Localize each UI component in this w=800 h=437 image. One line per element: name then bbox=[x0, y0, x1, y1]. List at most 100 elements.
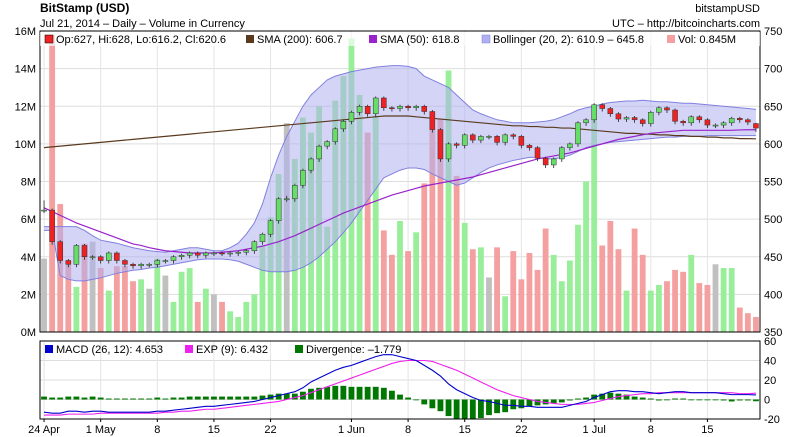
divergence-bar bbox=[494, 399, 500, 414]
volume-bar bbox=[219, 301, 225, 332]
volume-bar bbox=[364, 132, 371, 332]
divergence-bar bbox=[583, 397, 589, 400]
candle-body bbox=[381, 97, 387, 109]
divergence-bar bbox=[57, 397, 64, 400]
candle-body bbox=[510, 134, 517, 137]
volume-bar bbox=[639, 254, 646, 332]
candle-body bbox=[631, 117, 638, 121]
candle-body bbox=[106, 252, 112, 261]
candle-body bbox=[494, 136, 500, 143]
divergence-bar bbox=[243, 396, 250, 400]
x-axis-label: 24 Apr bbox=[28, 424, 60, 436]
ohlc-legend-swatch bbox=[44, 34, 54, 44]
exp-line bbox=[44, 359, 756, 416]
chart-subtitle: Jul 21, 2014 – Daily – Volume in Currenc… bbox=[40, 18, 245, 30]
volume-bar bbox=[720, 268, 727, 332]
candle-body bbox=[122, 260, 128, 265]
candle-body bbox=[162, 260, 169, 262]
volume-bar bbox=[575, 224, 581, 332]
macd-axis-label: 20 bbox=[764, 375, 776, 387]
macd-axis-label: 40 bbox=[764, 356, 776, 368]
x-axis-label: 22 bbox=[264, 424, 276, 436]
candle-body bbox=[559, 147, 565, 160]
x-axis-label: 8 bbox=[648, 424, 654, 436]
divergence-bar bbox=[753, 399, 759, 402]
volume-bar bbox=[566, 260, 573, 332]
volume-bar bbox=[243, 301, 250, 332]
candle-body bbox=[550, 158, 557, 166]
candle-body bbox=[203, 252, 209, 256]
price-legend: Op:627, Hi:628, Lo:616.2, Cl:620.6 SMA (… bbox=[40, 32, 760, 46]
volume-axis-label: 4M bbox=[21, 252, 36, 264]
candle-body bbox=[49, 209, 55, 242]
volume-bar bbox=[380, 230, 387, 332]
volume-bar bbox=[178, 271, 185, 332]
volume-bar bbox=[202, 288, 209, 332]
candle-body bbox=[672, 109, 678, 122]
divergence-bar bbox=[388, 390, 395, 400]
candle-body bbox=[591, 104, 597, 121]
divergence-bar bbox=[397, 394, 403, 400]
divergence-bar bbox=[275, 393, 282, 400]
candle-body bbox=[308, 158, 314, 171]
candle-body bbox=[130, 264, 136, 267]
candle-body bbox=[704, 119, 711, 126]
volume-bar bbox=[421, 183, 428, 332]
candle-body bbox=[688, 116, 694, 124]
macd-legend-swatch bbox=[45, 345, 53, 353]
candle-body bbox=[259, 233, 266, 242]
volume-bar bbox=[235, 316, 242, 332]
candle-body bbox=[720, 122, 727, 126]
divergence-bar bbox=[647, 398, 654, 400]
candle-body bbox=[41, 209, 47, 212]
divergence-bar bbox=[712, 399, 719, 401]
volume-bar bbox=[105, 290, 112, 332]
candle-body bbox=[413, 106, 419, 109]
divergence-bar bbox=[405, 397, 412, 400]
divergence-bar bbox=[437, 399, 444, 412]
x-axis-label: 15 bbox=[701, 424, 713, 436]
volume-bar bbox=[388, 254, 395, 332]
chart-title: BitStamp (USD) bbox=[40, 1, 129, 15]
macd-axis-label: 60 bbox=[764, 336, 776, 348]
candle-body bbox=[623, 117, 630, 120]
divergence-bar bbox=[138, 398, 145, 400]
divergence-bar bbox=[623, 394, 630, 400]
candle-body bbox=[615, 113, 622, 120]
candle-body bbox=[89, 256, 96, 258]
volume-bar bbox=[97, 268, 104, 332]
divergence-bar bbox=[486, 399, 492, 416]
volume-bar bbox=[753, 316, 759, 332]
volume-axis-label: 10M bbox=[15, 139, 36, 151]
candle-body bbox=[486, 136, 492, 138]
price-axis-label: 450 bbox=[764, 252, 782, 264]
divergence-bar bbox=[227, 396, 234, 400]
divergence-bar bbox=[308, 388, 314, 400]
exchange-label: bitstampUSD bbox=[695, 3, 760, 15]
x-axis-label: 1 May bbox=[86, 424, 116, 436]
bollinger-legend-text: Bollinger (20, 2): 610.9 – 645.8 bbox=[493, 34, 644, 46]
candle-body bbox=[178, 254, 185, 257]
volume-bar bbox=[259, 245, 266, 332]
source-label: UTC – http://bitcoincharts.com bbox=[612, 18, 760, 30]
candle-body bbox=[542, 157, 549, 166]
volume-bar bbox=[356, 94, 363, 333]
divergence-bar bbox=[235, 396, 242, 400]
divergence-bar bbox=[477, 399, 484, 419]
divergence-bar bbox=[526, 399, 533, 407]
divergence-bar bbox=[194, 396, 201, 400]
candle-body bbox=[656, 107, 662, 113]
volume-axis-label: 8M bbox=[21, 177, 36, 189]
candle-body bbox=[146, 264, 152, 266]
volume-bar bbox=[486, 277, 492, 332]
candle-body bbox=[429, 111, 436, 130]
divergence-bar bbox=[97, 397, 104, 400]
candle-body bbox=[219, 252, 225, 255]
divergence-bar bbox=[340, 385, 347, 400]
sma50-legend-swatch bbox=[369, 35, 377, 43]
volume-bar bbox=[736, 307, 743, 332]
exp-legend-text: EXP (9): 6.432 bbox=[196, 344, 268, 356]
volume-legend-swatch bbox=[667, 35, 675, 43]
volume-bar bbox=[65, 260, 72, 332]
